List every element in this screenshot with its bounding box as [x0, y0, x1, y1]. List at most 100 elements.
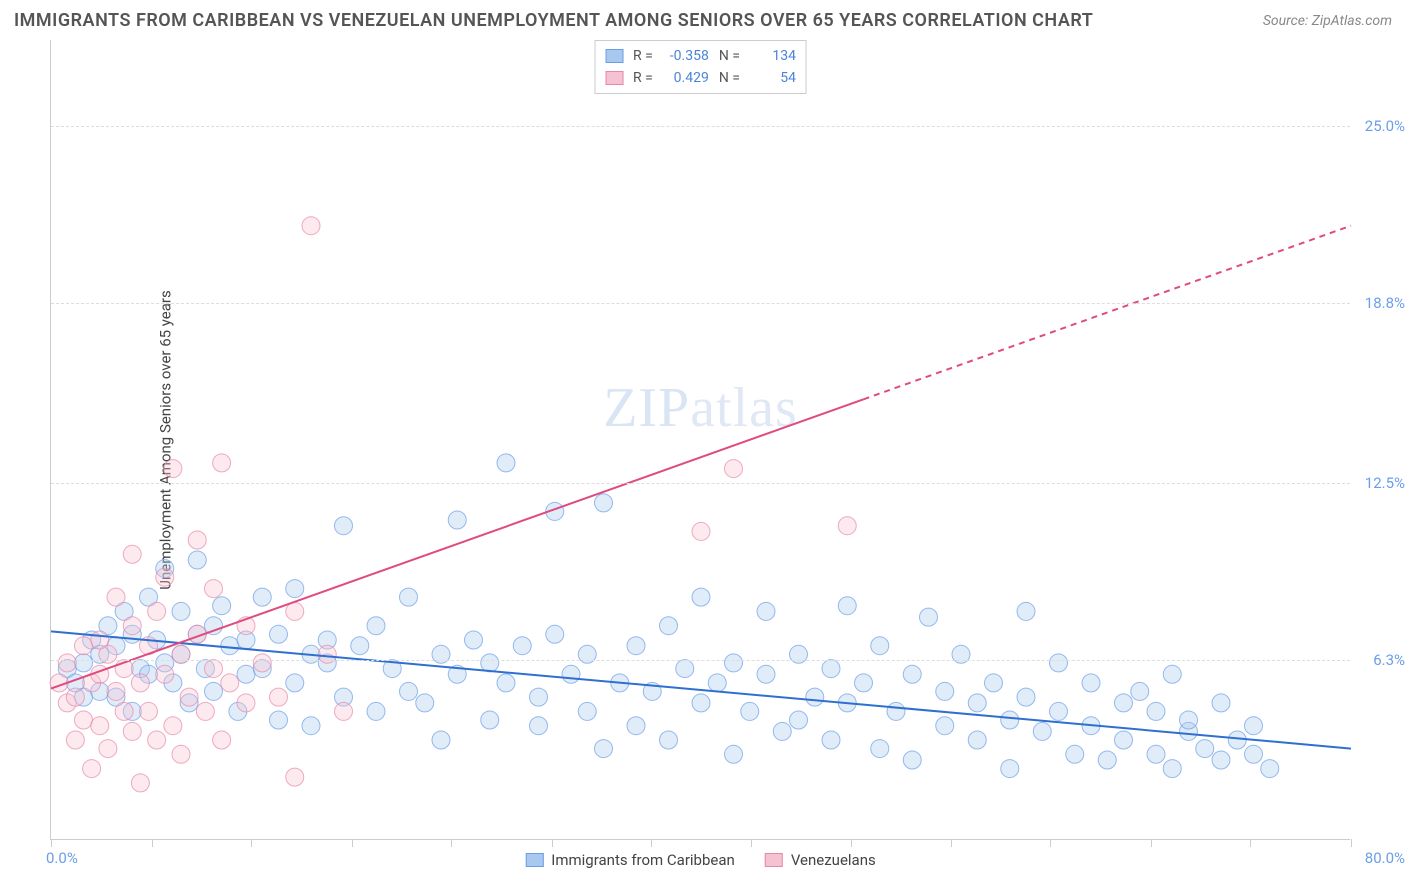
data-point-caribbean [513, 637, 531, 655]
data-point-caribbean [627, 637, 645, 655]
data-point-caribbean [1033, 722, 1051, 740]
data-point-caribbean [822, 731, 840, 749]
data-point-caribbean [920, 608, 938, 626]
data-point-caribbean [806, 688, 824, 706]
data-point-venezuelan [156, 665, 174, 683]
data-point-venezuelan [131, 674, 149, 692]
data-point-caribbean [1228, 731, 1246, 749]
data-point-caribbean [871, 740, 889, 758]
data-point-caribbean [985, 674, 1003, 692]
data-point-caribbean [903, 665, 921, 683]
data-point-caribbean [1082, 674, 1100, 692]
data-point-caribbean [188, 551, 206, 569]
data-point-venezuelan [148, 602, 166, 620]
data-point-caribbean [1050, 702, 1068, 720]
data-point-caribbean [213, 597, 231, 615]
data-point-venezuelan [148, 731, 166, 749]
x-tick [552, 839, 553, 847]
data-point-caribbean [660, 617, 678, 635]
data-point-caribbean [302, 717, 320, 735]
data-point-caribbean [432, 731, 450, 749]
data-point-caribbean [497, 674, 515, 692]
stat-r-value: 0.429 [659, 67, 709, 89]
data-point-caribbean [1147, 702, 1165, 720]
data-point-venezuelan [205, 580, 223, 598]
data-point-venezuelan [66, 688, 84, 706]
data-point-caribbean [546, 625, 564, 643]
data-point-caribbean [367, 617, 385, 635]
x-tick [352, 839, 353, 847]
chart-svg [51, 40, 1350, 839]
data-point-caribbean [968, 694, 986, 712]
x-origin-label: 0.0% [46, 849, 78, 867]
data-point-venezuelan [213, 454, 231, 472]
trend-line-caribbean [51, 631, 1351, 748]
data-point-caribbean [1147, 745, 1165, 763]
data-point-caribbean [1115, 731, 1133, 749]
chart-source: Source: ZipAtlas.com [1263, 13, 1392, 29]
data-point-venezuelan [75, 711, 93, 729]
legend-series: Immigrants from Caribbean Venezuelans [525, 851, 875, 869]
legend-stats: R =-0.358N =134R =0.429N =54 [594, 40, 807, 94]
legend-series-label: Venezuelans [791, 851, 876, 869]
legend-stats-row-caribbean: R =-0.358N =134 [605, 45, 796, 67]
data-point-caribbean [1017, 602, 1035, 620]
data-point-caribbean [871, 637, 889, 655]
x-tick [451, 839, 452, 847]
gridline [51, 483, 1350, 484]
data-point-caribbean [692, 588, 710, 606]
stat-r-label: R = [633, 45, 653, 67]
legend-stats-row-venezuelan: R =0.429N =54 [605, 67, 796, 89]
data-point-caribbean [416, 694, 434, 712]
data-point-venezuelan [123, 545, 141, 563]
gridline [51, 660, 1350, 661]
data-point-venezuelan [115, 702, 133, 720]
data-point-caribbean [757, 602, 775, 620]
data-point-caribbean [692, 694, 710, 712]
x-tick [251, 839, 252, 847]
data-point-caribbean [578, 702, 596, 720]
data-point-caribbean [562, 665, 580, 683]
data-point-caribbean [1196, 740, 1214, 758]
data-point-caribbean [400, 682, 418, 700]
data-point-caribbean [497, 454, 515, 472]
data-point-venezuelan [123, 617, 141, 635]
data-point-venezuelan [725, 460, 743, 478]
data-point-venezuelan [66, 731, 84, 749]
data-point-caribbean [465, 631, 483, 649]
data-point-caribbean [172, 602, 190, 620]
data-point-caribbean [530, 688, 548, 706]
data-point-caribbean [1261, 760, 1279, 778]
data-point-caribbean [887, 702, 905, 720]
legend-series-caribbean: Immigrants from Caribbean [525, 851, 735, 869]
data-point-venezuelan [164, 717, 182, 735]
x-tick [51, 839, 52, 847]
stat-n-label: N = [719, 67, 740, 89]
data-point-caribbean [627, 717, 645, 735]
data-point-caribbean [1001, 711, 1019, 729]
data-point-venezuelan [99, 740, 117, 758]
data-point-caribbean [253, 588, 271, 606]
data-point-venezuelan [838, 517, 856, 535]
legend-series-venezuelan: Venezuelans [765, 851, 876, 869]
data-point-caribbean [270, 711, 288, 729]
data-point-venezuelan [180, 688, 198, 706]
data-point-caribbean [481, 711, 499, 729]
data-point-caribbean [838, 597, 856, 615]
data-point-venezuelan [131, 774, 149, 792]
data-point-caribbean [757, 665, 775, 683]
data-point-caribbean [595, 494, 613, 512]
data-point-caribbean [367, 702, 385, 720]
swatch-icon [605, 71, 623, 85]
data-point-caribbean [270, 625, 288, 643]
data-point-caribbean [75, 654, 93, 672]
data-point-caribbean [448, 511, 466, 529]
data-point-venezuelan [123, 722, 141, 740]
data-point-caribbean [1212, 751, 1230, 769]
stat-r-label: R = [633, 67, 653, 89]
swatch-icon [525, 853, 543, 867]
x-tick [152, 839, 153, 847]
gridline [51, 126, 1350, 127]
y-tick-label: 25.0% [1365, 117, 1405, 135]
stat-n-value: 134 [746, 45, 796, 67]
